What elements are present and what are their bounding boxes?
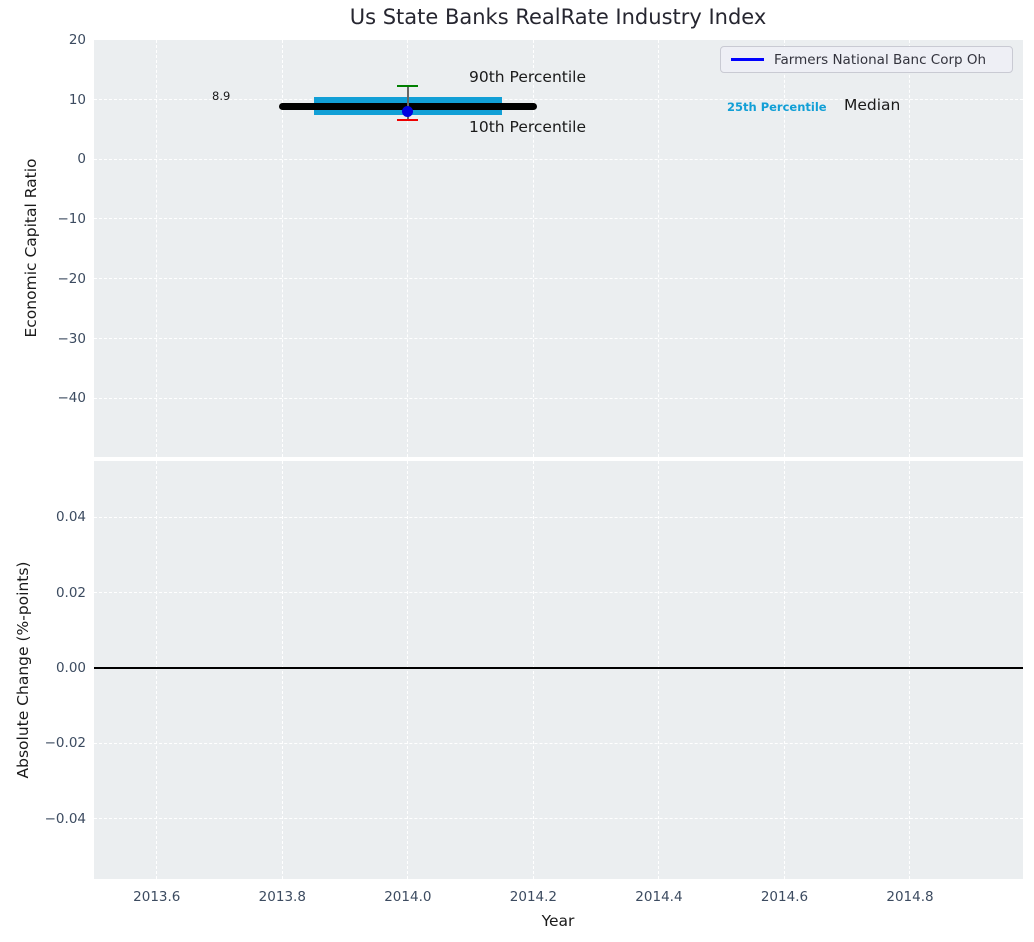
grid-line-vertical bbox=[532, 461, 534, 879]
grid-line-horizontal bbox=[94, 158, 1023, 160]
chart-title: Us State Banks RealRate Industry Index bbox=[349, 5, 767, 29]
x-tick-label: 2014.0 bbox=[384, 889, 432, 905]
grid-line-vertical bbox=[658, 40, 660, 457]
grid-line-vertical bbox=[658, 461, 660, 879]
annotation-median-label: Median bbox=[844, 96, 901, 114]
y-tick-label: −30 bbox=[57, 330, 87, 347]
grid-line-horizontal bbox=[94, 98, 1023, 100]
errorbar-stem bbox=[407, 86, 409, 121]
y-tick-label: 0.04 bbox=[55, 509, 86, 526]
y-axis-label-top: Economic Capital Ratio bbox=[22, 158, 40, 338]
legend: Farmers National Banc Corp Oh bbox=[720, 46, 1013, 73]
grid-line-vertical bbox=[155, 40, 157, 457]
grid-line-horizontal bbox=[94, 397, 1023, 399]
legend-label: Farmers National Banc Corp Oh bbox=[774, 51, 987, 68]
zero-line bbox=[94, 667, 1023, 669]
grid-line-vertical bbox=[909, 40, 911, 457]
y-tick-label: −0.04 bbox=[44, 810, 86, 827]
grid-line-horizontal bbox=[94, 218, 1023, 220]
x-tick-label: 2014.6 bbox=[760, 889, 809, 905]
grid-line-vertical bbox=[281, 461, 283, 879]
p10-cap bbox=[397, 118, 419, 122]
grid-line-vertical bbox=[909, 461, 911, 879]
plot-area-bottom bbox=[94, 461, 1023, 879]
y-tick-label: 0 bbox=[77, 151, 86, 168]
p90-cap bbox=[397, 84, 419, 88]
annotation-25th-percentile: 25th Percentile bbox=[727, 100, 827, 114]
y-tick-label: −40 bbox=[57, 390, 87, 407]
grid-line-horizontal bbox=[94, 278, 1023, 280]
grid-line-horizontal bbox=[94, 516, 1023, 518]
grid-line-vertical bbox=[532, 40, 534, 457]
y-tick-label: 0.00 bbox=[55, 660, 86, 677]
grid-line-vertical bbox=[407, 40, 409, 457]
annotation-median-value: 8.9 bbox=[212, 89, 231, 103]
plot-area-top bbox=[94, 40, 1023, 457]
y-tick-label: −0.02 bbox=[44, 735, 86, 752]
x-tick-label: 2013.6 bbox=[133, 889, 181, 905]
grid-line-vertical bbox=[155, 461, 157, 879]
x-axis-label: Year bbox=[541, 912, 575, 930]
grid-line-horizontal bbox=[94, 742, 1023, 744]
x-tick-label: 2014.4 bbox=[635, 889, 683, 905]
grid-line-vertical bbox=[281, 40, 283, 457]
y-tick-label: −10 bbox=[57, 211, 87, 228]
grid-line-horizontal bbox=[94, 817, 1023, 819]
x-tick-label: 2014.8 bbox=[886, 889, 934, 905]
legend-line-sample bbox=[731, 58, 764, 61]
x-tick-label: 2013.8 bbox=[258, 889, 306, 905]
grid-line-horizontal bbox=[94, 592, 1023, 593]
grid-line-vertical bbox=[783, 40, 785, 457]
grid-line-horizontal bbox=[94, 337, 1023, 339]
company-point bbox=[402, 106, 414, 118]
y-tick-label: 10 bbox=[68, 91, 86, 108]
grid-line-vertical bbox=[783, 461, 785, 879]
annotation-10th-percentile: 10th Percentile bbox=[469, 118, 587, 136]
y-tick-label: 0.02 bbox=[55, 584, 86, 601]
y-tick-label: −20 bbox=[57, 270, 87, 287]
grid-line-vertical bbox=[407, 461, 409, 879]
x-tick-label: 2014.2 bbox=[509, 889, 558, 905]
y-tick-label: 20 bbox=[68, 32, 86, 48]
annotation-90th-percentile: 90th Percentile bbox=[469, 68, 587, 86]
